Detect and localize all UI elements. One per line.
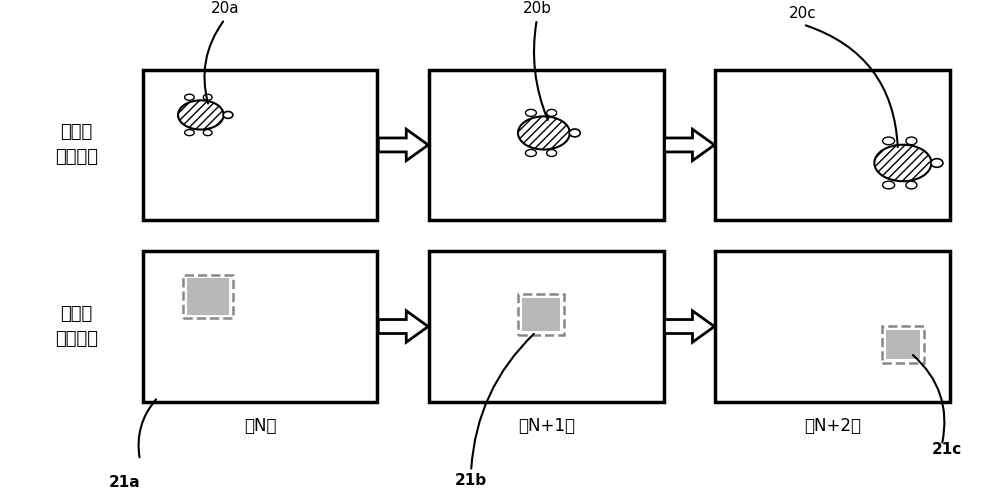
- Ellipse shape: [906, 137, 917, 145]
- Ellipse shape: [547, 149, 557, 157]
- Ellipse shape: [525, 149, 536, 157]
- Text: 20b: 20b: [522, 1, 551, 16]
- Bar: [886, 330, 920, 359]
- Bar: [143, 70, 377, 220]
- Ellipse shape: [203, 129, 212, 136]
- Text: 第N+2帧: 第N+2帧: [804, 417, 861, 435]
- Text: 21c: 21c: [932, 442, 962, 457]
- Ellipse shape: [178, 101, 224, 129]
- Bar: [715, 251, 950, 402]
- Ellipse shape: [883, 181, 895, 189]
- Text: 第N+1帧: 第N+1帧: [518, 417, 575, 435]
- Bar: [522, 298, 560, 331]
- Text: 21a: 21a: [109, 475, 141, 488]
- Bar: [429, 70, 664, 220]
- Bar: [882, 326, 924, 363]
- Bar: [429, 251, 664, 402]
- Polygon shape: [378, 311, 428, 342]
- Ellipse shape: [525, 109, 536, 116]
- Ellipse shape: [547, 109, 557, 116]
- Ellipse shape: [569, 129, 580, 137]
- Ellipse shape: [931, 159, 943, 167]
- Ellipse shape: [185, 94, 194, 101]
- Bar: [715, 70, 950, 220]
- Text: 20c: 20c: [789, 6, 817, 21]
- Text: 21b: 21b: [455, 473, 487, 488]
- Ellipse shape: [883, 137, 895, 145]
- Polygon shape: [665, 311, 714, 342]
- Text: 显示屏
（视觉）: 显示屏 （视觉）: [55, 123, 98, 166]
- Bar: [518, 294, 564, 335]
- Text: 20a: 20a: [210, 1, 239, 16]
- Ellipse shape: [906, 181, 917, 189]
- Bar: [187, 278, 229, 315]
- Bar: [143, 251, 377, 402]
- Text: 接触面
（触觉）: 接触面 （触觉）: [55, 305, 98, 348]
- Bar: [183, 275, 233, 318]
- Ellipse shape: [203, 94, 212, 101]
- Polygon shape: [378, 129, 428, 161]
- Ellipse shape: [518, 116, 570, 149]
- Polygon shape: [665, 129, 714, 161]
- Ellipse shape: [223, 111, 233, 119]
- Ellipse shape: [185, 129, 194, 136]
- Ellipse shape: [874, 145, 931, 181]
- Text: 第N帧: 第N帧: [244, 417, 276, 435]
